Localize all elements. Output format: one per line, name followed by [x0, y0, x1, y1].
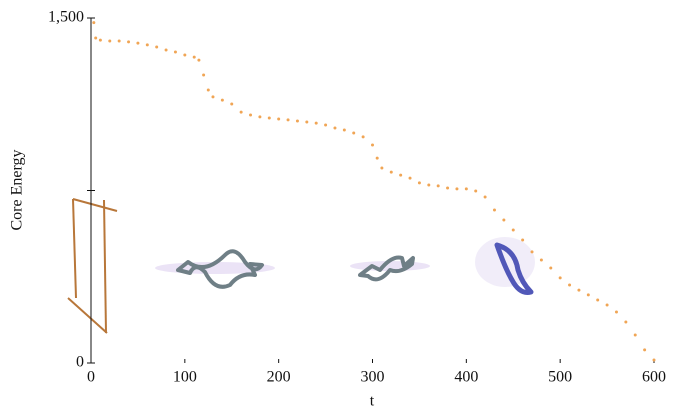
x-axis-label: t — [370, 393, 375, 410]
point — [652, 358, 656, 362]
point — [324, 123, 328, 127]
y-axis-label: Core Energy — [9, 149, 26, 230]
x-tick-label: 100 — [173, 369, 197, 386]
x-tick-label: 0 — [87, 369, 95, 386]
point — [586, 293, 590, 297]
point — [108, 39, 112, 43]
point — [333, 126, 337, 130]
point — [220, 98, 224, 102]
point — [521, 238, 525, 242]
point — [375, 156, 379, 160]
point — [577, 288, 581, 292]
point — [206, 88, 210, 92]
point — [624, 320, 628, 324]
point — [614, 310, 618, 314]
point — [98, 38, 102, 42]
point — [155, 45, 159, 49]
point — [239, 110, 243, 114]
point — [539, 258, 543, 262]
point — [94, 36, 98, 40]
point — [352, 131, 356, 135]
y-tick-label: 1,500 — [48, 9, 84, 26]
point — [568, 283, 572, 287]
point — [314, 121, 318, 125]
point — [164, 48, 168, 52]
point — [117, 39, 121, 43]
x-tick-label: 200 — [267, 369, 291, 386]
point — [295, 119, 299, 123]
point — [211, 95, 215, 99]
point — [474, 189, 478, 193]
x-tick-label: 600 — [642, 369, 666, 386]
point — [230, 102, 234, 106]
point — [643, 348, 647, 352]
point — [202, 73, 206, 77]
point — [502, 218, 506, 222]
point — [380, 166, 384, 170]
point — [455, 187, 459, 191]
point — [258, 115, 262, 119]
point — [136, 41, 140, 45]
point — [530, 250, 534, 254]
point — [492, 208, 496, 212]
point — [558, 276, 562, 280]
point — [389, 170, 393, 174]
point — [361, 135, 365, 139]
x-tick-label: 300 — [361, 369, 385, 386]
point — [305, 120, 309, 124]
point — [464, 187, 468, 191]
point — [446, 186, 450, 190]
x-tick-label: 400 — [454, 369, 478, 386]
point — [192, 55, 196, 59]
y-tick-label: 0 — [76, 354, 84, 371]
point — [408, 176, 412, 180]
point — [92, 21, 96, 25]
point — [371, 143, 374, 147]
point — [197, 58, 201, 62]
decoration — [67, 198, 535, 334]
point — [483, 195, 487, 199]
point — [399, 173, 403, 177]
point — [183, 53, 187, 57]
point — [127, 40, 131, 44]
point — [286, 118, 290, 122]
point — [436, 184, 440, 188]
point — [605, 303, 609, 307]
point — [342, 128, 346, 132]
point — [511, 228, 515, 232]
point — [267, 116, 271, 120]
point — [249, 113, 253, 117]
x-tick-label: 500 — [548, 369, 572, 386]
point — [549, 266, 553, 270]
point — [145, 43, 149, 47]
point — [277, 117, 281, 121]
point — [596, 298, 600, 302]
point — [417, 181, 421, 185]
point — [427, 183, 431, 187]
point — [173, 50, 177, 54]
point — [633, 333, 637, 337]
